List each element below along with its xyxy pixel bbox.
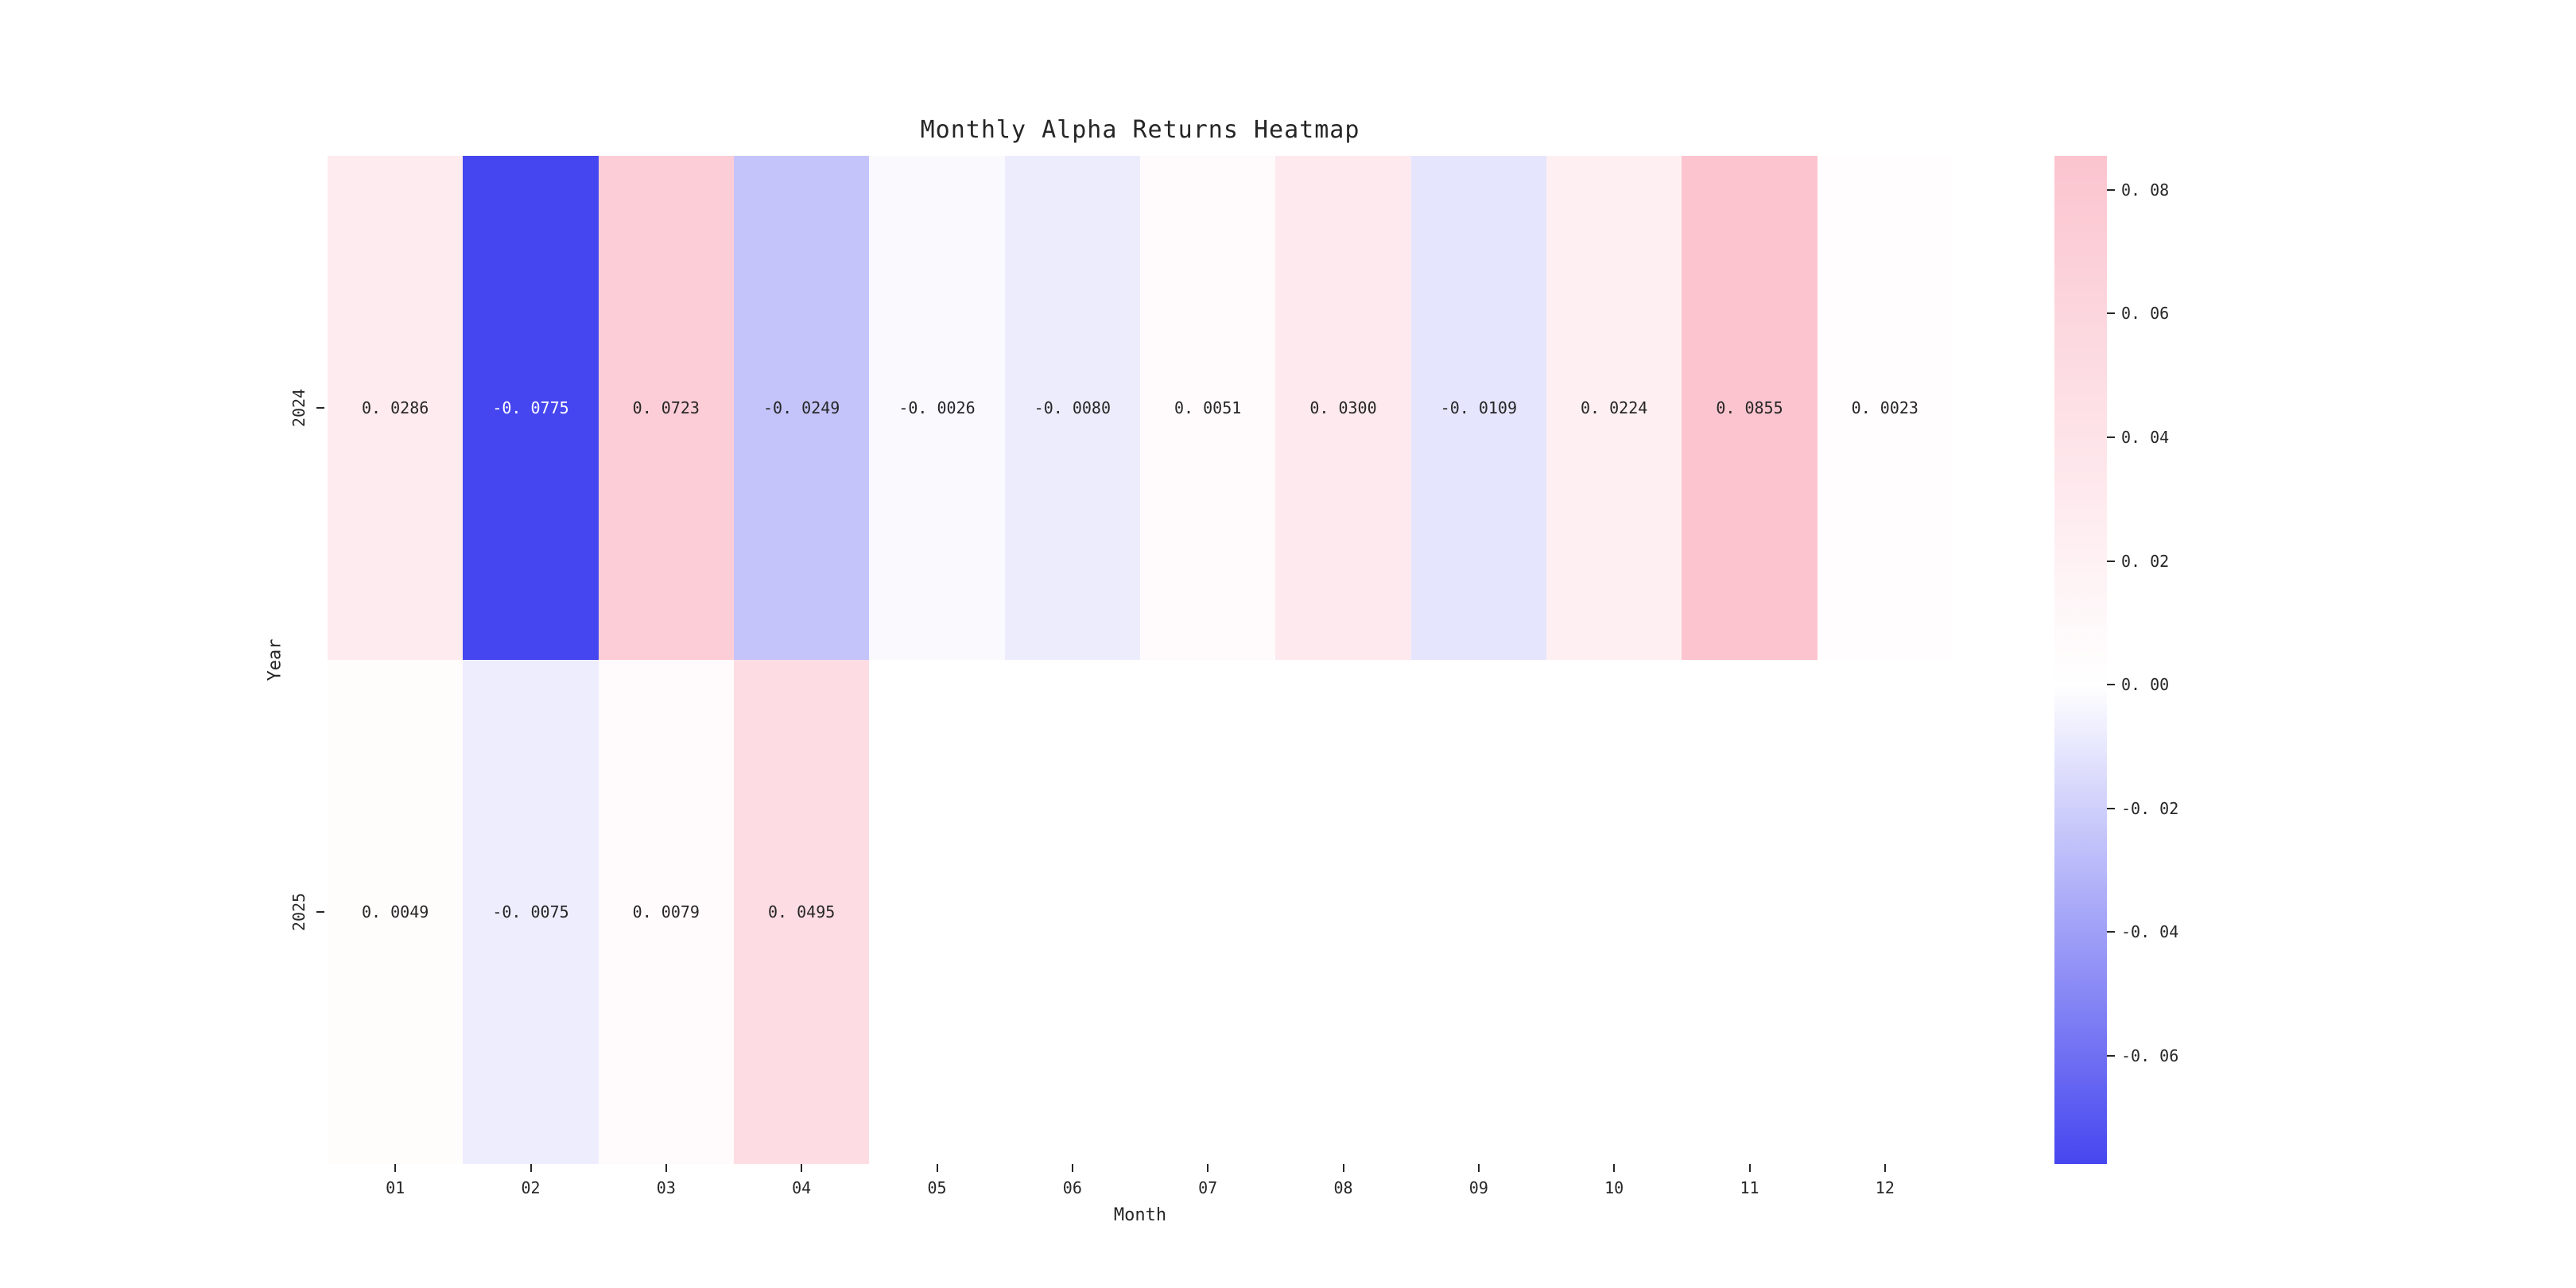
- colorbar-tick-mark: [2107, 807, 2115, 809]
- heatmap-cell: [1546, 660, 1682, 1164]
- x-tick-mark: [936, 1164, 938, 1172]
- cell-value-label: 0. 0224: [1581, 398, 1648, 417]
- heatmap-cell: 0. 0023: [1817, 156, 1953, 660]
- cell-value-label: 0. 0286: [362, 398, 429, 417]
- cell-value-label: 0. 0300: [1309, 398, 1377, 417]
- heatmap-cell: 0. 0495: [734, 660, 870, 1164]
- cell-value-label: 0. 0495: [768, 902, 836, 921]
- x-tick-mark: [394, 1164, 397, 1172]
- x-tick-label: 09: [1468, 1178, 1488, 1197]
- x-tick-mark: [801, 1164, 803, 1172]
- cell-value-label: 0. 0051: [1174, 398, 1242, 417]
- colorbar-tick-mark: [2107, 1054, 2115, 1057]
- heatmap-cell: [1682, 660, 1818, 1164]
- x-tick-mark: [1071, 1164, 1073, 1172]
- cell-value-label: 0. 0079: [632, 902, 700, 921]
- cell-value-label: 0. 0023: [1851, 398, 1918, 417]
- x-tick-label: 08: [1333, 1178, 1353, 1197]
- colorbar-tick-mark: [2107, 436, 2115, 438]
- colorbar-tick-label: 0. 02: [2121, 551, 2170, 571]
- x-tick-label: 05: [927, 1178, 947, 1197]
- colorbar-tick-label: 0. 04: [2121, 427, 2170, 447]
- cell-value-label: -0. 0026: [898, 398, 976, 417]
- cell-value-label: 0. 0049: [362, 902, 429, 921]
- heatmap-cell: -0. 0075: [463, 660, 599, 1164]
- heatmap-cell: 0. 0300: [1275, 156, 1411, 660]
- heatmap-cell: [1140, 660, 1276, 1164]
- x-tick-mark: [1613, 1164, 1616, 1172]
- heatmap-cell: 0. 0723: [598, 156, 734, 660]
- x-axis-label: Month: [1113, 1205, 1167, 1225]
- x-tick-label: 07: [1198, 1178, 1218, 1197]
- x-tick-label: 03: [656, 1178, 676, 1197]
- colorbar-tick-label: -0. 02: [2121, 798, 2179, 818]
- colorbar-tick-label: -0. 04: [2121, 922, 2179, 942]
- colorbar: [2054, 156, 2107, 1164]
- heatmap-cell: 0. 0286: [328, 156, 464, 660]
- heatmap-cell: [1004, 660, 1140, 1164]
- chart-title: Monthly Alpha Returns Heatmap: [920, 116, 1360, 144]
- x-tick-mark: [1207, 1164, 1209, 1172]
- cell-value-label: -0. 0075: [492, 902, 569, 921]
- heatmap-cell: -0. 0080: [1004, 156, 1140, 660]
- y-tick-label: 2025: [289, 892, 308, 932]
- heatmap-cell: -0. 0109: [1410, 156, 1546, 660]
- cell-value-label: -0. 0109: [1440, 398, 1517, 417]
- cell-value-label: 0. 0723: [632, 398, 700, 417]
- colorbar-tick-label: -0. 06: [2121, 1046, 2179, 1065]
- x-tick-label: 12: [1875, 1178, 1895, 1197]
- heatmap-cell: -0. 0249: [734, 156, 870, 660]
- x-tick-label: 04: [792, 1178, 812, 1197]
- heatmap-cell: 0. 0051: [1140, 156, 1276, 660]
- x-tick-mark: [530, 1164, 532, 1172]
- cell-value-label: -0. 0080: [1034, 398, 1111, 417]
- colorbar-tick-mark: [2107, 684, 2115, 686]
- cell-value-label: -0. 0249: [763, 398, 840, 417]
- heatmap-cell: 0. 0079: [598, 660, 734, 1164]
- y-tick-mark: [316, 407, 324, 409]
- y-tick-mark: [316, 911, 324, 913]
- colorbar-tick-mark: [2107, 312, 2115, 315]
- heatmap-cell: [1275, 660, 1411, 1164]
- x-tick-label: 01: [386, 1178, 405, 1197]
- x-tick-mark: [1342, 1164, 1344, 1172]
- x-tick-mark: [665, 1164, 667, 1172]
- x-tick-label: 02: [521, 1178, 541, 1197]
- x-tick-label: 11: [1740, 1178, 1759, 1197]
- cell-value-label: 0. 0855: [1716, 398, 1783, 417]
- x-tick-mark: [1884, 1164, 1886, 1172]
- heatmap-cell: 0. 0855: [1682, 156, 1818, 660]
- y-axis-label: Year: [265, 638, 285, 681]
- y-tick-label: 2024: [289, 388, 308, 428]
- colorbar-tick-mark: [2107, 931, 2115, 933]
- x-tick-mark: [1748, 1164, 1751, 1172]
- colorbar-tick-mark: [2107, 188, 2115, 191]
- colorbar-tick-label: 0. 00: [2121, 675, 2170, 695]
- x-tick-label: 10: [1604, 1178, 1624, 1197]
- heatmap-cell: 0. 0049: [328, 660, 464, 1164]
- heatmap-cell: -0. 0026: [869, 156, 1005, 660]
- heatmap-cell: [869, 660, 1005, 1164]
- heatmap-cell: [1817, 660, 1953, 1164]
- heatmap-cell: -0. 0775: [463, 156, 599, 660]
- cell-value-label: -0. 0775: [492, 398, 569, 417]
- colorbar-tick-mark: [2107, 560, 2115, 562]
- x-tick-label: 06: [1062, 1178, 1082, 1197]
- heatmap-cell: 0. 0224: [1546, 156, 1682, 660]
- colorbar-tick-label: 0. 08: [2121, 180, 2170, 200]
- colorbar-tick-label: 0. 06: [2121, 304, 2170, 324]
- heatmap-cell: [1410, 660, 1546, 1164]
- x-tick-mark: [1477, 1164, 1480, 1172]
